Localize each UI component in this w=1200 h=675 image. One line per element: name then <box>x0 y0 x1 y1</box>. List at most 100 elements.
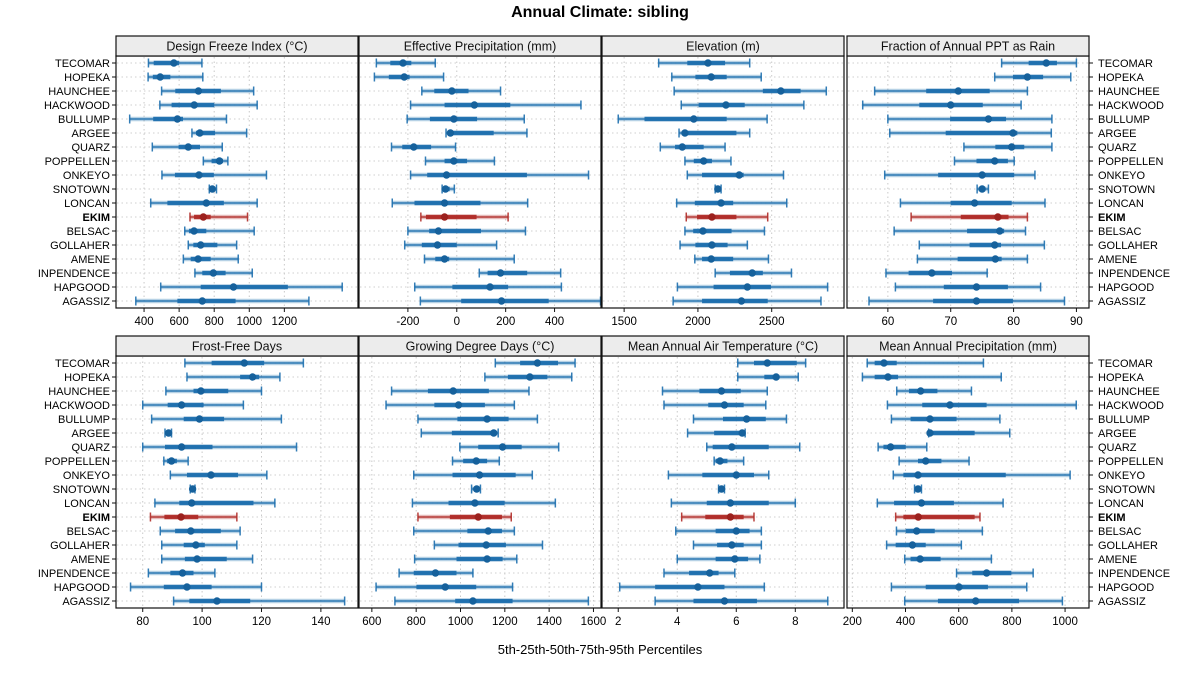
median-dot <box>707 73 715 81</box>
percentile-row-ekim <box>910 212 1029 222</box>
percentile-row-haunchee <box>873 86 1029 96</box>
percentile-row-belsac <box>159 526 241 536</box>
percentile-row-amene <box>182 254 239 264</box>
median-dot <box>690 115 698 123</box>
median-dot <box>410 143 418 151</box>
station-label-right: GOLLAHER <box>1098 540 1158 552</box>
percentile-row-onkeyo <box>686 170 785 180</box>
x-axis-tick-label: 90 <box>1070 316 1083 328</box>
median-dot <box>400 73 408 81</box>
median-dot <box>177 401 186 409</box>
median-dot <box>177 513 185 521</box>
percentile-row-snotown <box>913 484 923 494</box>
panel-bg <box>359 356 601 608</box>
station-label-right: ARGEE <box>1098 428 1137 440</box>
station-label-left: HOPEKA <box>64 372 111 384</box>
panel-strip <box>846 35 1090 57</box>
median-dot <box>678 143 686 151</box>
station-label-left: AGASSIZ <box>62 596 110 608</box>
median-dot <box>431 569 440 577</box>
median-dot <box>726 499 735 507</box>
percentile-row-inpendence <box>955 568 1034 578</box>
median-dot <box>446 129 455 137</box>
station-label-right: AGASSIZ <box>1098 296 1146 308</box>
station-label-left: HAPGOOD <box>54 282 110 294</box>
median-dot <box>440 213 449 221</box>
percentile-row-quarz <box>963 142 1053 152</box>
median-dot <box>720 597 729 605</box>
percentile-row-gollaher <box>433 540 544 550</box>
percentile-row-onkeyo <box>883 170 1036 180</box>
x-axis-tick-label: 70 <box>944 316 957 328</box>
median-dot <box>248 373 257 381</box>
median-dot <box>192 541 200 549</box>
percentile-row-inpendence <box>885 268 988 278</box>
median-dot <box>196 129 204 137</box>
median-dot <box>207 471 215 479</box>
panel-bg <box>602 56 844 308</box>
median-dot <box>450 157 458 165</box>
station-label-left: HAPGOOD <box>54 582 110 594</box>
percentile-row-hackwood <box>680 100 805 110</box>
station-label-left: BELSAC <box>67 226 110 238</box>
percentile-row-agassiz <box>868 296 1066 306</box>
page-title: Annual Climate: sibling <box>511 4 689 21</box>
percentile-row-hopeka <box>671 72 762 82</box>
station-label-right: EKIM <box>1098 512 1126 524</box>
percentile-row-haunchee <box>421 86 502 96</box>
median-dot <box>526 373 534 381</box>
station-label-left: BULLUMP <box>58 114 110 126</box>
x-axis-tick-label: 800 <box>205 316 224 328</box>
median-dot <box>716 457 724 465</box>
median-dot <box>167 457 176 465</box>
percentile-row-belsac <box>893 226 1027 236</box>
x-axis-tick-label: 120 <box>252 616 271 628</box>
percentile-row-onkeyo <box>412 470 534 480</box>
percentile-row-inpendence <box>398 568 474 578</box>
percentile-row-belsac <box>895 526 984 536</box>
percentile-row-bullump <box>692 414 788 424</box>
station-axis-group-1: TECOMAR TECOMAR HOPEKA HOPEKA HAUNCHEE HAUNCH… <box>38 358 1170 608</box>
station-label-right: QUARZ <box>1098 142 1137 154</box>
station-label-left: HACKWOOD <box>44 400 110 412</box>
median-dot <box>972 597 980 605</box>
percentile-row-amene <box>903 554 993 564</box>
median-dot <box>498 443 507 451</box>
median-dot <box>908 541 917 549</box>
percentile-row-inpendence <box>147 568 216 578</box>
percentile-row-argee <box>445 128 528 138</box>
median-dot <box>737 297 746 305</box>
percentile-row-quarz <box>659 142 726 152</box>
panel-strip-title: Frost-Free Days <box>192 340 282 354</box>
panel-bg <box>847 56 1089 308</box>
median-dot <box>728 541 736 549</box>
median-dot <box>722 101 730 109</box>
median-dot <box>1009 129 1017 137</box>
percentile-row-gollaher <box>403 240 498 250</box>
percentile-row-quarz <box>706 442 801 452</box>
median-dot <box>914 485 922 493</box>
station-label-left: LONCAN <box>64 498 110 510</box>
panel-strip <box>115 35 359 57</box>
station-label-right: BELSAC <box>1098 526 1141 538</box>
percentile-row-onkeyo <box>169 470 268 480</box>
percentile-row-gollaher <box>679 240 749 250</box>
percentile-row-tecomar <box>375 58 437 68</box>
percentile-row-haunchee <box>673 86 828 96</box>
median-dot <box>440 199 449 207</box>
percentile-row-hackwood <box>409 100 582 110</box>
median-dot <box>991 157 999 165</box>
median-dot <box>717 485 726 493</box>
median-dot <box>199 213 208 221</box>
median-dot <box>173 115 182 123</box>
station-label-right: HAPGOOD <box>1098 282 1154 294</box>
station-label-right: AMENE <box>1098 554 1137 566</box>
percentile-row-hapgood <box>413 282 563 292</box>
station-label-right: GOLLAHER <box>1098 240 1158 252</box>
median-dot <box>433 241 442 249</box>
x-axis-tick-label: 8 <box>792 616 798 628</box>
median-dot <box>215 157 224 165</box>
panel-mean-annual-precipitation-mm: Mean Annual Precipitation (mm) 200 400 600 8… <box>843 335 1090 628</box>
percentile-row-argee <box>191 128 248 138</box>
